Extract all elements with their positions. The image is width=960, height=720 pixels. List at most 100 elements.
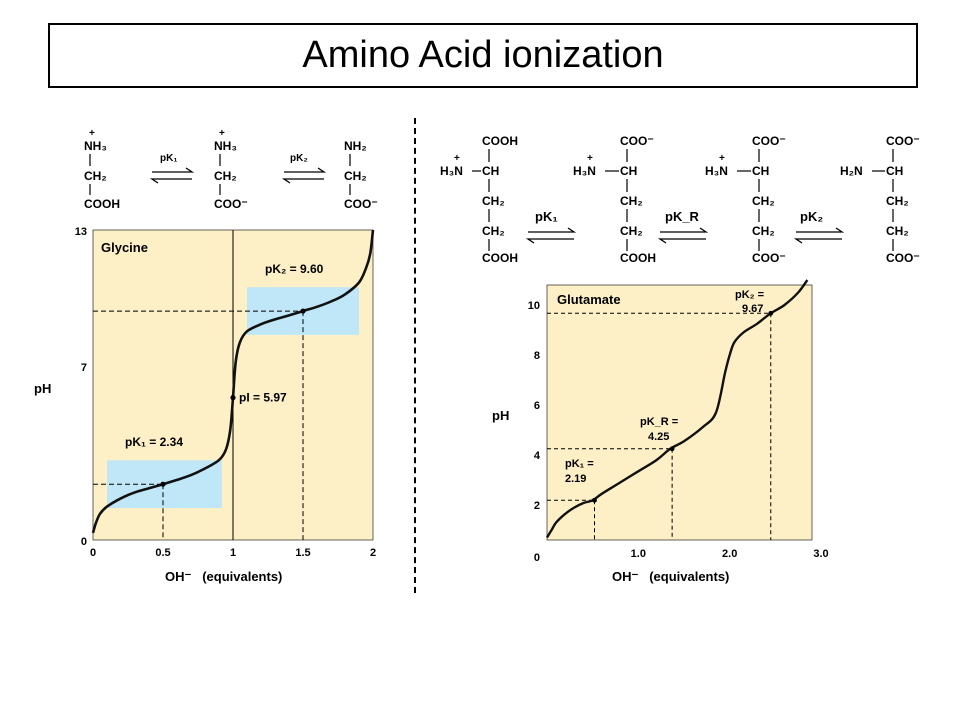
alpha-carbon: CH <box>886 164 903 178</box>
glycine-structures: + NH₃ CH₂ COOH pK₁ + NH₃ CH₂ COO⁻ pK₂ <box>84 128 378 211</box>
y-tick-0: 0 <box>81 536 87 548</box>
side-chain-carboxyl: COO⁻ <box>752 251 786 265</box>
side-chain-carboxyl: COOH <box>482 251 518 265</box>
x-tick-0-5: 0.5 <box>155 547 170 559</box>
key-point-1 <box>669 446 675 452</box>
x-axis-label: OH⁻ (equivalents) <box>612 569 729 584</box>
charge-plus: + <box>219 128 225 139</box>
side-chain-ch2-1: CH₂ <box>752 194 775 208</box>
x-axis-label: OH⁻ (equivalents) <box>165 569 282 584</box>
y-tick-0: 0 <box>534 552 540 564</box>
key-point-0 <box>592 497 597 503</box>
y-tick-10: 10 <box>528 300 540 312</box>
carboxylate-group: COO⁻ <box>344 197 378 211</box>
annotation-pk2-value: 9.67 <box>742 303 763 315</box>
key-point-2 <box>300 308 306 314</box>
equilibrium-arrow-2 <box>657 227 709 244</box>
guide-lines <box>93 310 304 540</box>
key-points <box>592 310 774 503</box>
x-tick-1.0: 1.0 <box>631 548 646 560</box>
y-tick-8: 8 <box>534 350 540 362</box>
alpha-carbon: CH <box>752 164 769 178</box>
carboxylate-group: COO⁻ <box>214 197 248 211</box>
amino-group: H₂N <box>840 164 863 178</box>
equilibrium-arrow-1 <box>149 167 195 184</box>
glutamate-panel-label: Glutamate <box>557 292 621 307</box>
x-tick-1-5: 1.5 <box>295 547 310 559</box>
methylene-group: CH₂ <box>344 169 367 183</box>
annotation-pi: pI = 5.97 <box>239 391 287 405</box>
methylene-group: CH₂ <box>84 169 107 183</box>
glycine-figure: + NH₃ CH₂ COOH pK₁ + NH₃ CH₂ COO⁻ pK₂ <box>34 128 378 584</box>
side-chain-ch2-2: CH₂ <box>886 224 909 238</box>
key-point-1 <box>230 395 236 401</box>
key-point-2 <box>768 310 774 316</box>
annotation-pk1-value: 2.19 <box>565 473 586 485</box>
key-point-0 <box>160 481 166 487</box>
arrow-label-pkr: pK_R <box>665 209 700 224</box>
guide-lines <box>547 312 772 540</box>
glycine-form-3: NH₂ CH₂ COO⁻ <box>344 139 378 211</box>
side-chain-ch2-1: CH₂ <box>482 194 505 208</box>
alpha-carboxyl: COO⁻ <box>886 134 920 148</box>
annotation-pk2: pK₂ = 9.60 <box>265 262 324 276</box>
arrow-label-pk1: pK₁ <box>160 153 177 164</box>
amino-group: NH₃ <box>214 139 237 153</box>
side-chain-ch2-1: CH₂ <box>886 194 909 208</box>
y-tick-6: 6 <box>534 400 540 412</box>
glutamate-form-2: COO⁻ +H₃N CH CH₂ CH₂ COOH <box>573 134 656 265</box>
glycine-form-1: + NH₃ CH₂ COOH <box>84 128 120 211</box>
charge-plus: + <box>587 153 593 164</box>
glycine-form-2: + NH₃ CH₂ COO⁻ <box>214 128 248 211</box>
arrow-label-pk2: pK₂ <box>290 153 308 164</box>
glutamate-plot-area <box>546 284 813 541</box>
glycine-panel-label: Glycine <box>101 240 148 255</box>
key-points <box>160 308 306 487</box>
glutamate-titration-curve <box>545 279 809 539</box>
y-axis-label: pH <box>492 408 509 423</box>
equilibrium-arrow-3 <box>793 227 845 244</box>
side-chain-carboxyl: COOH <box>620 251 656 265</box>
alpha-carboxyl: COO⁻ <box>620 134 654 148</box>
x-tick-2: 2 <box>370 547 376 559</box>
alpha-carbon: CH <box>482 164 499 178</box>
y-tick-4: 4 <box>534 450 541 462</box>
x-tick-0: 0 <box>90 547 96 559</box>
glutamate-form-3: COO⁻ +H₃N CH CH₂ CH₂ COO⁻ <box>705 134 786 265</box>
side-chain-ch2-1: CH₂ <box>620 194 643 208</box>
x-tick-3.0: 3.0 <box>813 548 828 560</box>
arrow-label-pk1: pK₁ <box>535 209 558 224</box>
title-box: Amino Acid ionization <box>48 23 918 88</box>
slide-title: Amino Acid ionization <box>302 34 664 76</box>
side-chain-carboxyl: COO⁻ <box>886 251 920 265</box>
charge-plus: + <box>719 153 725 164</box>
equilibrium-arrow-1 <box>525 227 577 244</box>
annotation-pk1-label: pK₁ = <box>565 458 594 470</box>
glutamate-form-4: COO⁻ H₂N CH CH₂ CH₂ COO⁻ <box>840 134 920 265</box>
y-tick-2: 2 <box>534 500 540 512</box>
amino-group: H₃N <box>573 164 596 178</box>
carboxyl-group: COOH <box>84 197 120 211</box>
y-tick-7: 7 <box>81 362 87 374</box>
amino-group: H₃N <box>440 164 463 178</box>
arrow-label-pk2: pK₂ <box>800 209 823 224</box>
alpha-carbon: CH <box>620 164 637 178</box>
amino-group: H₃N <box>705 164 728 178</box>
amino-group: NH₂ <box>344 139 367 153</box>
panel-divider <box>414 118 416 593</box>
charge-plus: + <box>454 153 460 164</box>
y-axis-label: pH <box>34 381 51 396</box>
side-chain-ch2-2: CH₂ <box>482 224 505 238</box>
glutamate-form-1: COOH +H₃N CH CH₂ CH₂ COOH <box>440 134 518 265</box>
side-chain-ch2-2: CH₂ <box>752 224 775 238</box>
y-ticks: 2 4 6 8 10 <box>528 300 541 512</box>
x-tick-1: 1 <box>230 547 236 559</box>
methylene-group: CH₂ <box>214 169 237 183</box>
annotation-pkr-label: pK_R = <box>640 416 678 428</box>
equilibrium-arrow-2 <box>281 167 327 184</box>
charge-plus: + <box>89 128 95 139</box>
amino-group: NH₃ <box>84 139 107 153</box>
y-tick-13: 13 <box>75 226 87 238</box>
x-tick-2.0: 2.0 <box>722 548 737 560</box>
